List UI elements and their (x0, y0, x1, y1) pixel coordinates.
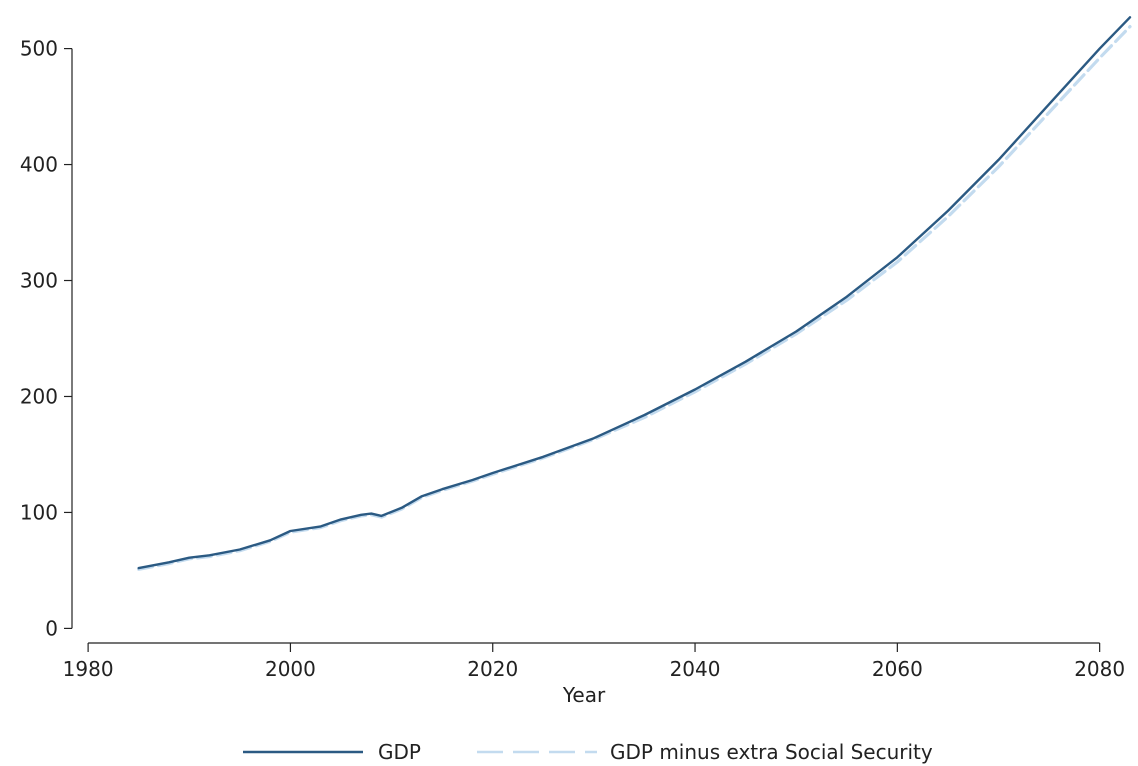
series-line-gdp (137, 16, 1132, 570)
y-tick-label: 300 (20, 269, 58, 293)
y-axis: 0 100 200 300 400 500 (20, 37, 73, 640)
y-tick-label: 400 (20, 153, 58, 177)
legend-label-gdp-minus-extra-social-security: GDP minus extra Social Security (610, 740, 933, 764)
x-tick-label: 1980 (63, 657, 114, 681)
x-tick-label: 2080 (1074, 657, 1125, 681)
x-tick-label: 2020 (467, 657, 518, 681)
x-axis-title: Year (562, 683, 606, 707)
x-tick-label: 2040 (670, 657, 721, 681)
series-line-gdp-minus-extra-social-security (137, 25, 1132, 571)
y-tick-label: 500 (20, 37, 58, 61)
y-tick-label: 100 (20, 500, 58, 524)
plot-area (137, 16, 1132, 571)
x-axis: 1980 2000 2020 2040 2060 2080 (63, 642, 1125, 681)
x-tick-label: 2000 (265, 657, 316, 681)
y-tick-label: 200 (20, 384, 58, 408)
x-tick-label: 2060 (872, 657, 923, 681)
legend: GDP GDP minus extra Social Security (243, 740, 933, 764)
y-tick-label: 0 (45, 616, 58, 640)
legend-label-gdp: GDP (378, 740, 421, 764)
